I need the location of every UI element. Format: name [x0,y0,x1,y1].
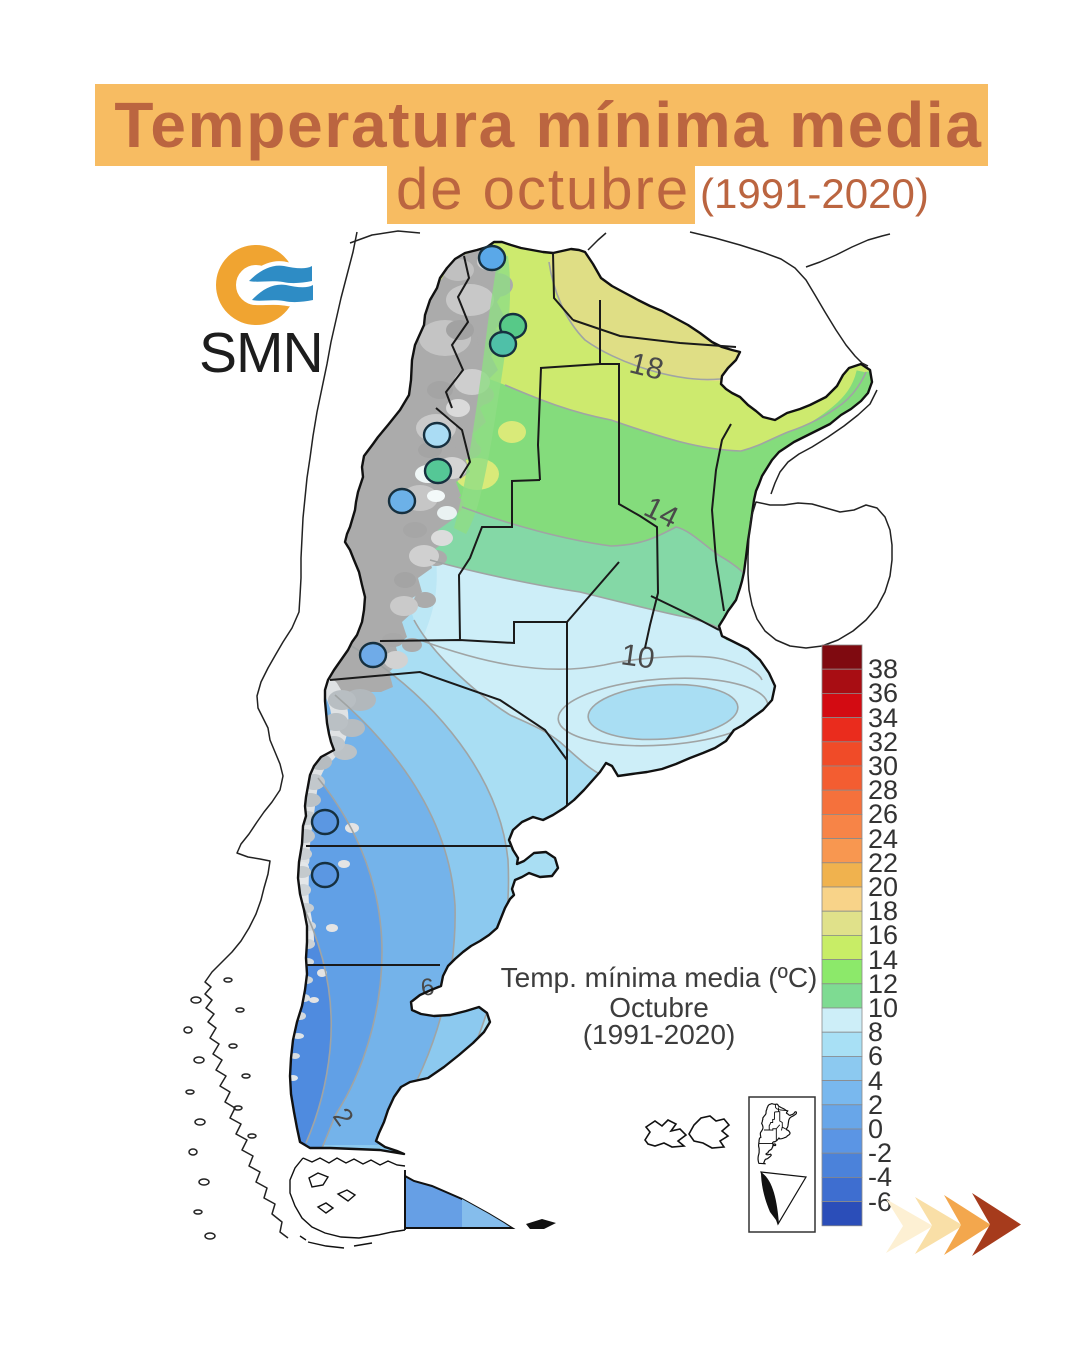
svg-text:12: 12 [868,969,898,999]
svg-text:18: 18 [868,896,898,926]
svg-text:28: 28 [868,775,898,805]
svg-text:(1991-2020): (1991-2020) [583,1019,736,1050]
svg-text:8: 8 [868,1017,883,1047]
svg-text:6: 6 [868,1041,883,1071]
svg-text:32: 32 [868,727,898,757]
svg-text:18: 18 [626,347,666,387]
svg-text:Temp. mínima media (ºC): Temp. mínima media (ºC) [501,962,818,993]
svg-text:14: 14 [868,945,898,975]
svg-text:0: 0 [868,1114,883,1144]
svg-text:SMN: SMN [199,321,323,385]
svg-text:26: 26 [868,799,898,829]
svg-text:22: 22 [868,848,898,878]
svg-text:10: 10 [868,993,898,1023]
svg-text:-4: -4 [868,1162,892,1192]
svg-text:-2: -2 [868,1138,892,1168]
svg-text:34: 34 [868,703,898,733]
svg-text:4: 4 [868,1066,883,1096]
svg-text:24: 24 [868,824,898,854]
svg-text:30: 30 [868,751,898,781]
svg-text:10: 10 [619,638,657,675]
svg-text:16: 16 [868,920,898,950]
svg-text:38: 38 [868,654,898,684]
svg-text:20: 20 [868,872,898,902]
svg-text:Octubre: Octubre [609,992,709,1023]
svg-text:2: 2 [868,1090,883,1120]
svg-text:36: 36 [868,678,898,708]
